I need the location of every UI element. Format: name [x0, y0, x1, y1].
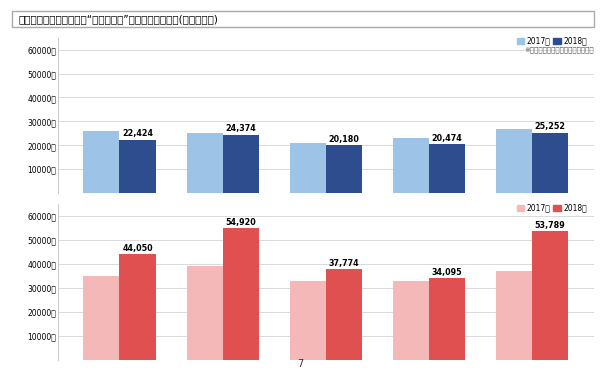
- Text: 女: 女: [31, 223, 38, 233]
- Bar: [83, 131, 119, 193]
- Bar: [496, 271, 532, 360]
- Text: 53,789: 53,789: [535, 221, 566, 230]
- Text: 44,050: 44,050: [122, 244, 153, 253]
- Text: 員: 員: [31, 332, 38, 342]
- Text: (n=242): (n=242): [516, 221, 548, 230]
- Bar: [290, 143, 326, 193]
- Text: 34,095: 34,095: [431, 268, 463, 277]
- Bar: [532, 133, 568, 193]
- Bar: [187, 266, 223, 360]
- Text: (n=747): (n=747): [104, 221, 136, 230]
- FancyBboxPatch shape: [12, 11, 594, 27]
- Text: 20,474: 20,474: [431, 134, 463, 143]
- Bar: [290, 281, 326, 360]
- Text: 員: 員: [31, 165, 38, 175]
- Bar: [429, 278, 465, 360]
- Text: 会: 会: [31, 111, 38, 121]
- Text: (n=92): (n=92): [209, 221, 236, 230]
- Bar: [393, 281, 429, 360]
- Text: ※既婚者・お小遣いがある方ベース: ※既婚者・お小遣いがある方ベース: [524, 46, 594, 53]
- Text: (n=213): (n=213): [413, 221, 445, 230]
- Bar: [83, 276, 119, 360]
- Text: 7: 7: [297, 359, 303, 369]
- Bar: [393, 138, 429, 193]
- Text: 性: 性: [31, 83, 38, 93]
- Bar: [223, 228, 259, 360]
- Text: 54,920: 54,920: [226, 218, 256, 227]
- Text: 社: 社: [31, 138, 38, 148]
- Bar: [223, 135, 259, 193]
- Legend: 2017年, 2018年: 2017年, 2018年: [514, 34, 590, 49]
- Text: 22,424: 22,424: [122, 129, 153, 138]
- Text: 男: 男: [31, 56, 38, 66]
- Text: 25,252: 25,252: [535, 122, 566, 131]
- Legend: 2017年, 2018年: 2017年, 2018年: [514, 200, 590, 215]
- Bar: [496, 129, 532, 193]
- Bar: [119, 139, 155, 193]
- Bar: [532, 231, 568, 360]
- Text: 24,374: 24,374: [226, 124, 256, 134]
- Text: 37,774: 37,774: [329, 259, 359, 268]
- Bar: [326, 269, 362, 360]
- Bar: [429, 144, 465, 193]
- Text: 設問：配偶者の一ヵ月の“おこづかい”はいくらですか？(昼食代含む): 設問：配偶者の一ヵ月の“おこづかい”はいくらですか？(昼食代含む): [19, 14, 219, 24]
- Text: 20,180: 20,180: [328, 135, 359, 144]
- Text: 性: 性: [31, 250, 38, 260]
- Text: 会: 会: [31, 277, 38, 287]
- Text: (n=200): (n=200): [310, 221, 341, 230]
- Bar: [119, 255, 155, 360]
- Bar: [187, 134, 223, 193]
- Bar: [326, 145, 362, 193]
- Text: 社: 社: [31, 304, 38, 314]
